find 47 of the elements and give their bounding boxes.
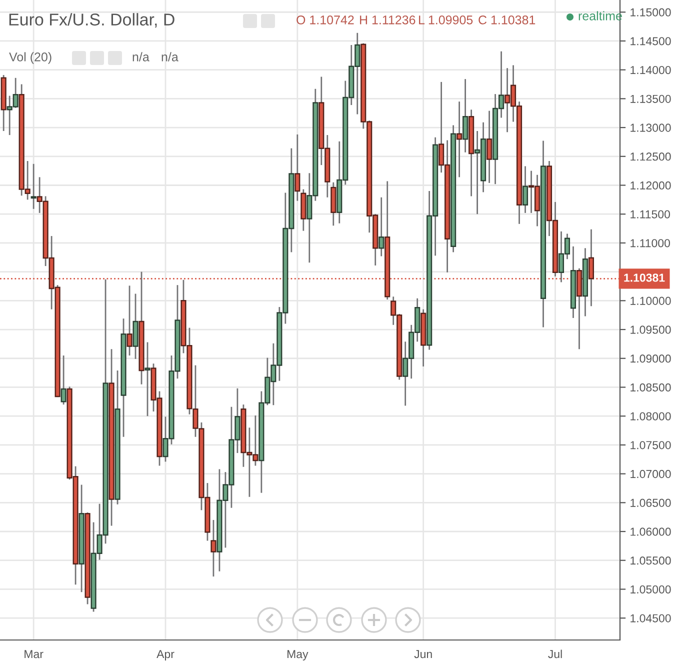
x-tick-label: Jul — [548, 650, 562, 658]
y-tick-label: 1.06000 — [630, 528, 671, 536]
candlestick — [210, 519, 216, 578]
candlestick — [486, 110, 492, 184]
y-tick-label: 1.05000 — [630, 585, 671, 594]
y-tick-label: 1.08500 — [630, 383, 671, 392]
x-tick-label: May — [287, 650, 308, 660]
candlestick — [60, 354, 66, 406]
y-tick-label: 1.13000 — [630, 124, 671, 132]
y-tick-label: 1.07000 — [630, 470, 671, 478]
candlestick — [456, 100, 462, 178]
y-tick-label: 1.13500 — [630, 94, 671, 103]
candlestick — [294, 134, 300, 202]
ref-line-label: 1.10381 — [624, 274, 665, 282]
y-tick-label: 1.09500 — [630, 326, 671, 334]
annotation: n/a — [132, 52, 150, 62]
candlestick — [30, 163, 36, 210]
annotation: C 1.10381 — [478, 16, 536, 24]
x-tick-label: Jun — [414, 650, 432, 658]
y-tick-label: 1.08000 — [630, 412, 671, 420]
candlestick — [126, 284, 132, 356]
candlestick — [462, 78, 468, 154]
y-tick-label: 1.04500 — [630, 614, 671, 622]
y-tick-label: 1.06500 — [630, 498, 671, 507]
candlestick — [144, 342, 150, 417]
annotation: Vol (20) — [9, 52, 52, 64]
y-tick-label: 1.14500 — [630, 37, 671, 46]
x-tick-label: Apr — [156, 650, 174, 660]
y-tick-label: 1.07500 — [630, 441, 671, 450]
annotation: L 1.09905 — [419, 16, 473, 24]
y-tick-label: 1.12000 — [630, 181, 671, 190]
candlestick — [588, 228, 594, 307]
y-tick-label: 1.11000 — [630, 239, 670, 248]
annotation: O 1.10742 — [296, 16, 354, 24]
y-tick-label: 1.09000 — [630, 354, 671, 363]
x-tick-label: Mar — [24, 650, 44, 658]
y-tick-label: 1.14000 — [630, 66, 671, 74]
text: Euro Fx/U.S. Dollar, D — [9, 13, 174, 28]
y-tick-label: 1.12500 — [630, 152, 671, 161]
annotation: H 1.11236 — [360, 16, 416, 24]
y-tick-label: 1.10000 — [630, 296, 671, 305]
candlestick — [378, 196, 384, 257]
y-tick-label: 1.11500 — [630, 210, 670, 218]
y-tick-label: 1.05500 — [630, 556, 671, 565]
candlestick — [522, 166, 528, 214]
annotation: n/a — [162, 52, 178, 62]
y-tick-label: 1.15000 — [630, 8, 671, 16]
